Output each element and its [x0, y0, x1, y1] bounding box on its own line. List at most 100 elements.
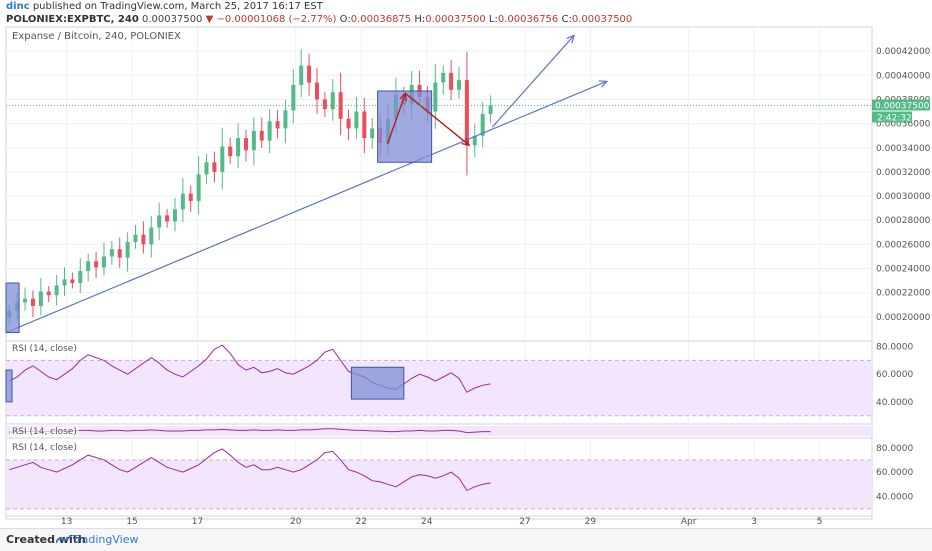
price-change: ▼ −0.00001068 (−2.77%) — [205, 14, 337, 25]
y-tick-label: 0.00036000 — [876, 120, 931, 130]
candle-body — [338, 92, 343, 119]
candle-body — [165, 215, 170, 222]
rsi-tick-label: 60.0000 — [876, 468, 913, 478]
candle-body — [354, 111, 359, 129]
candle-body — [283, 110, 288, 129]
candle-body — [291, 84, 296, 111]
open-label: O: — [339, 14, 351, 25]
y-tick-label: 0.00020000 — [876, 313, 931, 323]
grid — [6, 27, 872, 516]
candle-body — [212, 162, 217, 172]
x-tick-label: 24 — [421, 517, 433, 527]
candle-body — [464, 80, 469, 146]
y-tick-label: 0.00030000 — [876, 192, 931, 202]
candle-body — [457, 80, 462, 90]
rsi-lines — [9, 344, 491, 492]
candle-body — [243, 138, 248, 151]
candle-body — [314, 82, 319, 100]
candle-body — [109, 249, 114, 257]
rsi-bands — [6, 359, 872, 510]
candle-body — [370, 128, 375, 139]
y-tick-label: 0.00040000 — [876, 71, 931, 81]
candle-body — [275, 121, 280, 129]
y-tick-label: 0.00042000 — [876, 47, 931, 57]
author-link[interactable]: dinc — [6, 1, 30, 12]
candle-body — [94, 261, 99, 268]
candle-body — [362, 111, 367, 139]
candle-body — [46, 291, 51, 296]
chart-header: dinc published on TradingView.com, March… — [6, 0, 926, 26]
candle-body — [141, 234, 146, 245]
drawings[interactable] — [5, 34, 609, 403]
rsi-label-2: RSI (14, close) — [10, 427, 79, 437]
y-tick-label: 0.00024000 — [876, 265, 931, 275]
candle-body — [38, 291, 43, 306]
rsi-line — [9, 448, 491, 492]
candle-body — [157, 215, 162, 228]
x-tick-label: 15 — [126, 517, 137, 527]
y-tick-label: 0.00028000 — [876, 216, 931, 226]
candle-body — [149, 227, 154, 245]
candle-body — [228, 146, 233, 157]
price-axis[interactable]: 0.000420000.000400000.000380000.00036000… — [876, 47, 931, 502]
time-tag — [872, 111, 912, 123]
x-tick-label: 20 — [290, 517, 302, 527]
candle-body — [330, 92, 335, 110]
x-tick-label: 3 — [751, 517, 757, 527]
y-tick-label: 0.00022000 — [876, 289, 931, 299]
range-box — [377, 90, 433, 163]
candle-body — [267, 121, 272, 141]
chart-title: Expanse / Bitcoin, 240, POLONIEX — [10, 31, 183, 42]
candle-body — [259, 130, 264, 141]
low-value: 0.00036756 — [497, 14, 559, 25]
candle-body — [480, 113, 485, 136]
candle-body — [70, 279, 75, 284]
chart-canvas[interactable]: 0.000420000.000400000.000380000.00036000… — [0, 0, 932, 528]
candle-body — [117, 249, 122, 258]
price-tag — [872, 99, 930, 111]
y-tick-label: 0.00026000 — [876, 240, 931, 250]
candle-body — [236, 138, 241, 157]
candle-body — [433, 82, 438, 112]
rsi-tick-label: 40.0000 — [876, 493, 913, 503]
high-label: H: — [414, 14, 426, 25]
open-value: 0.00036875 — [350, 14, 412, 25]
candle-body — [322, 99, 327, 110]
last-price: 0.00037500 — [141, 14, 203, 25]
x-tick-label: 17 — [192, 517, 203, 527]
candle-body — [188, 193, 193, 201]
x-tick-label: Apr — [681, 517, 697, 527]
rsi-line — [9, 344, 491, 393]
countdown-text: 2:42:32 — [877, 114, 912, 124]
zigzag-arrow-head — [461, 137, 471, 147]
x-tick-label: 29 — [585, 517, 597, 527]
symbol-label[interactable]: POLONIEX:EXPBTC, 240 — [6, 14, 139, 25]
candle-body — [62, 279, 67, 286]
zigzag-arrow-head — [399, 92, 407, 102]
projection-line — [491, 35, 575, 128]
quote-line: POLONIEX:EXPBTC, 240 0.00037500 ▼ −0.000… — [6, 13, 926, 26]
tradingview-link[interactable]: TradingView — [72, 533, 139, 546]
y-tick-label: 0.00034000 — [876, 144, 931, 154]
rsi-label-3: RSI (14, close) — [10, 443, 79, 453]
x-tick-label: 13 — [61, 517, 72, 527]
high-value: 0.00037500 — [425, 14, 486, 25]
footer: Created with TradingView — [0, 528, 932, 551]
candles — [7, 48, 493, 325]
rsi-line — [9, 428, 491, 434]
time-axis[interactable]: 13 15 17 20 22 24 27 29 Apr 3 5 — [61, 517, 823, 527]
rsi-tick-label: 80.0000 — [876, 343, 913, 353]
candle-body — [449, 72, 454, 90]
candle-body — [54, 285, 59, 296]
candle-body — [299, 65, 304, 85]
candle-body — [196, 174, 201, 201]
rsi-range-box-left — [5, 369, 13, 403]
candle-body — [172, 209, 177, 222]
trend-arrow-head — [598, 80, 609, 88]
candle-body — [251, 130, 256, 151]
x-tick-label: 22 — [356, 517, 367, 527]
trend-line — [5, 80, 608, 334]
candle-body — [180, 193, 185, 210]
rsi-tick-label: 60.0000 — [876, 370, 913, 380]
candle-body — [101, 256, 106, 268]
